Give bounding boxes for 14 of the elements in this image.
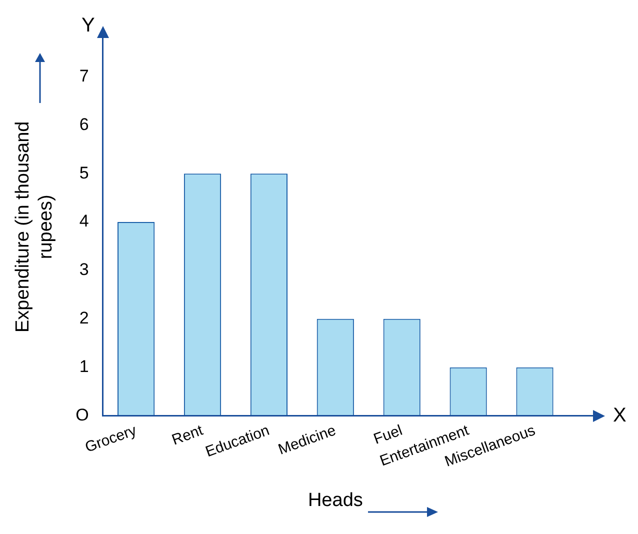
text: X: [613, 404, 626, 426]
y-tick-label: 6: [79, 114, 89, 134]
y-tick-label: 4: [79, 212, 89, 231]
x-axis-title: Heads: [308, 490, 363, 511]
x-tick-label: Grocery: [82, 422, 140, 456]
y-tick-label: O: [76, 405, 89, 424]
y-tick-label: 2: [79, 308, 89, 328]
y-axis-title: Expenditure (in thousand rupees): [12, 121, 56, 333]
text: Y: [81, 14, 95, 37]
y-tick-label: 7: [79, 66, 89, 86]
x-tick-label: Rent: [170, 422, 206, 449]
y-tick-label: 1: [79, 357, 89, 376]
y-tick-label: 3: [79, 260, 89, 280]
y-tick-label: 5: [79, 163, 89, 182]
